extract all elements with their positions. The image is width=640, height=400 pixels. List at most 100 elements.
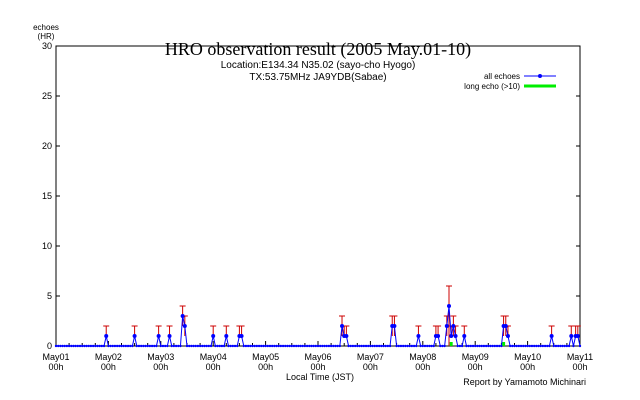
all-echoes-point-h57: [179, 344, 182, 348]
all-echoes-point-h96: [264, 344, 267, 348]
all-echoes-point-h177: [441, 344, 444, 348]
x-tick-label-May07: May07: [357, 352, 384, 362]
all-echoes-point-h40: [142, 344, 145, 348]
all-echoes-point-h9: [74, 344, 77, 348]
x-tick-label-May09: May09: [462, 352, 489, 362]
x-tick-hour-May07: 00h: [363, 362, 378, 372]
all-echoes-point-h194: [478, 344, 481, 348]
all-echoes-point-h74: [216, 344, 219, 348]
all-echoes-point-h32: [124, 344, 128, 348]
all-echoes-point-h186: [460, 344, 464, 348]
all-echoes-point-h212: [517, 344, 521, 348]
all-echoes-point-h160: [404, 344, 407, 348]
all-echoes-point-h209: [511, 344, 514, 348]
all-echoes-point-h220: [535, 344, 538, 348]
all-echoes-point-h128: [334, 344, 337, 348]
all-echoes-point-h192: [474, 344, 477, 348]
all-echoes-point-h182: [451, 324, 456, 328]
all-echoes-point-h19: [96, 344, 99, 348]
all-echoes-point-h2: [59, 344, 62, 348]
all-echoes-point-h44: [150, 344, 154, 348]
all-echoes-point-h127: [332, 344, 335, 348]
all-echoes-point-h39: [139, 344, 143, 348]
all-echoes-series: [54, 304, 582, 348]
all-echoes-point-h232: [561, 344, 564, 348]
all-echoes-point-h173: [432, 344, 435, 348]
all-echoes-point-h110: [294, 344, 298, 348]
x-tick-label-May11: May11: [567, 352, 593, 362]
all-echoes-point-h165: [415, 344, 418, 348]
all-echoes-point-h237: [572, 344, 575, 348]
all-echoes-point-h184: [456, 344, 459, 348]
all-echoes-point-h114: [303, 344, 307, 348]
x-tick-label-May01: May01: [42, 352, 69, 362]
y-axis-label-echoes: echoes: [33, 23, 59, 32]
all-echoes-point-h198: [487, 344, 490, 348]
all-echoes-point-h51: [166, 344, 169, 348]
plot-frame: [55, 45, 581, 347]
all-echoes-point-h31: [122, 344, 125, 348]
all-echoes-point-h36: [132, 334, 137, 338]
all-echoes-point-h197: [484, 344, 488, 348]
all-echoes-point-h129: [336, 344, 339, 348]
all-echoes-point-h37: [135, 344, 138, 348]
all-echoes-point-h17: [91, 344, 95, 348]
all-echoes-point-h49: [161, 344, 165, 348]
all-echoes-point-h190: [469, 344, 473, 348]
all-echoes-point-h202: [495, 344, 499, 348]
all-echoes-point-h64: [194, 344, 197, 348]
all-echoes-point-h104: [281, 344, 285, 348]
all-echoes-point-h134: [347, 344, 350, 348]
all-echoes-point-h97: [266, 344, 269, 348]
all-echoes-point-h223: [541, 344, 545, 348]
all-echoes-point-h111: [297, 344, 300, 348]
all-echoes-point-h221: [537, 344, 540, 348]
y-tick-label-5: 5: [47, 291, 52, 301]
all-echoes-point-h126: [329, 344, 333, 348]
all-echoes-point-h175: [436, 334, 441, 338]
all-echoes-point-h85: [239, 334, 244, 338]
all-echoes-point-h62: [190, 344, 193, 348]
y-tick-label-10: 10: [42, 241, 52, 251]
x-tick-label-May02: May02: [95, 352, 122, 362]
x-tick-hour-May01: 00h: [48, 362, 63, 372]
all-echoes-point-h199: [489, 344, 492, 348]
x-tick-hour-May06: 00h: [310, 362, 325, 372]
y-tick-label-20: 20: [42, 141, 52, 151]
all-echoes-point-h41: [144, 344, 147, 348]
all-echoes-point-h122: [321, 344, 324, 348]
y-tick-label-30: 30: [42, 41, 52, 51]
x-tick-hour-May03: 00h: [153, 362, 168, 372]
all-echoes-point-h6: [67, 344, 71, 348]
all-echoes-point-h236: [569, 334, 574, 338]
all-echoes-point-h77: [222, 344, 226, 348]
all-echoes-point-h70: [207, 344, 211, 348]
all-echoes-point-h58: [180, 314, 185, 318]
all-echoes-point-h167: [419, 344, 422, 348]
all-echoes-point-h68: [203, 344, 206, 348]
all-echoes-point-h100: [273, 344, 276, 348]
chart-title: HRO observation result (2005 May.01-10): [165, 39, 471, 60]
all-echoes-point-h227: [549, 334, 554, 338]
all-echoes-point-h176: [439, 344, 442, 348]
all-echoes-point-h240: [578, 344, 582, 348]
all-echoes-point-h73: [214, 344, 217, 348]
all-echoes-point-h217: [528, 344, 531, 348]
all-echoes-point-h60: [185, 344, 189, 348]
all-echoes-point-h208: [508, 344, 512, 348]
all-echoes-point-h93: [257, 344, 261, 348]
all-echoes-point-h7: [70, 344, 73, 348]
all-echoes-point-h146: [373, 344, 376, 348]
all-echoes-point-h125: [327, 344, 331, 348]
x-axis-label: Local Time (JST): [286, 372, 354, 382]
legend-label-long-echo: long echo (>10): [464, 82, 520, 91]
all-echoes-point-h50: [163, 344, 167, 348]
all-echoes-point-h29: [118, 344, 121, 348]
all-echoes-point-h3: [61, 344, 64, 348]
all-echoes-point-h43: [148, 344, 152, 348]
all-echoes-point-h108: [290, 344, 293, 348]
all-echoes-point-h231: [559, 344, 562, 348]
all-echoes-point-h207: [505, 334, 510, 338]
x-tick-hour-May08: 00h: [415, 362, 430, 372]
all-echoes-point-h21: [100, 344, 104, 348]
